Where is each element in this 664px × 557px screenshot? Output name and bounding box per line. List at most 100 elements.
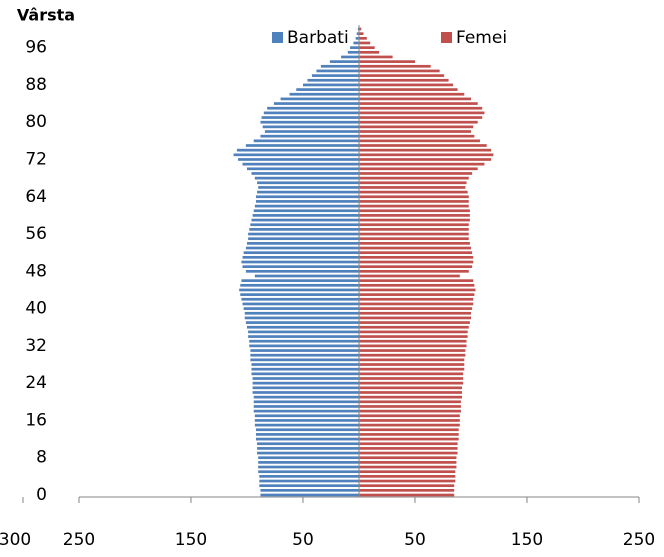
bar — [359, 293, 475, 296]
bar — [248, 335, 359, 338]
bar — [359, 204, 469, 208]
bar — [263, 111, 359, 115]
bar — [359, 465, 457, 469]
bar — [359, 148, 492, 152]
x-tick-label: 150 — [175, 530, 207, 550]
bar — [359, 325, 469, 329]
bar — [359, 218, 470, 222]
bar — [254, 419, 359, 422]
bar — [261, 116, 359, 119]
bar — [257, 190, 359, 194]
bar — [359, 255, 474, 259]
bar — [257, 451, 359, 455]
bar — [359, 83, 454, 87]
bar — [359, 321, 470, 324]
bar — [257, 181, 359, 185]
bar — [259, 475, 359, 478]
bar — [253, 409, 359, 413]
bar — [359, 120, 478, 124]
bar — [359, 130, 471, 133]
bar — [359, 214, 470, 217]
y-tick-label: 88 — [25, 75, 47, 95]
bar — [359, 428, 459, 432]
bar — [359, 461, 457, 464]
bar — [252, 391, 359, 394]
bar — [259, 484, 359, 488]
bar — [359, 311, 471, 315]
bar — [359, 447, 458, 450]
bar — [254, 204, 359, 208]
bar — [296, 88, 359, 91]
bar — [359, 125, 474, 129]
bar — [359, 134, 475, 138]
bar — [359, 153, 494, 157]
bar — [267, 106, 359, 110]
bar — [359, 27, 362, 31]
bar — [359, 242, 470, 245]
legend-swatch — [272, 32, 283, 43]
bar — [249, 339, 359, 343]
bar — [243, 251, 359, 255]
bar — [245, 144, 359, 147]
bar — [359, 158, 492, 161]
bar — [359, 405, 461, 408]
bar — [359, 74, 445, 77]
bar — [254, 176, 359, 180]
bar — [359, 433, 459, 436]
bar — [248, 330, 359, 334]
bar — [359, 200, 469, 203]
bar — [359, 274, 460, 278]
bar — [359, 353, 466, 357]
bar — [359, 316, 471, 320]
bar — [359, 251, 473, 255]
bar — [359, 106, 483, 110]
bar — [311, 74, 359, 77]
bar — [359, 302, 474, 306]
bar — [357, 27, 359, 31]
y-tick-label: 0 — [36, 485, 47, 505]
bar — [359, 209, 470, 213]
bar — [359, 32, 364, 36]
bar — [359, 386, 463, 390]
bar — [359, 246, 471, 250]
bar — [242, 302, 359, 306]
bar — [359, 41, 371, 45]
y-tick-label: 40 — [25, 299, 47, 319]
x-tick-label: 50 — [404, 530, 426, 550]
y-tick-label: 56 — [25, 224, 47, 244]
bar — [359, 475, 456, 478]
bar — [350, 46, 359, 49]
bar — [359, 419, 460, 422]
bar — [359, 395, 463, 399]
bar — [359, 358, 465, 362]
y-tick-label: 16 — [25, 410, 47, 430]
bar — [273, 102, 359, 105]
bar — [303, 83, 359, 87]
bar — [359, 116, 483, 119]
bar — [250, 358, 359, 362]
bar — [258, 456, 359, 460]
bar — [316, 69, 359, 73]
bar — [359, 144, 487, 147]
bar — [359, 339, 467, 343]
y-tick-label: 64 — [25, 187, 47, 207]
bar — [255, 428, 359, 432]
bar — [359, 414, 460, 418]
bar — [255, 433, 359, 436]
bar — [359, 88, 458, 91]
bar — [253, 209, 359, 213]
bar — [258, 465, 359, 469]
bar — [359, 181, 467, 185]
bar — [242, 265, 359, 269]
bar — [255, 195, 359, 199]
bar — [359, 260, 474, 264]
bar — [260, 120, 359, 124]
bar — [359, 55, 393, 59]
bar — [359, 437, 459, 441]
bar — [249, 344, 359, 348]
bar — [359, 377, 464, 380]
bar — [253, 395, 359, 399]
bar — [254, 423, 359, 427]
bar — [252, 214, 359, 217]
bar — [359, 279, 474, 282]
